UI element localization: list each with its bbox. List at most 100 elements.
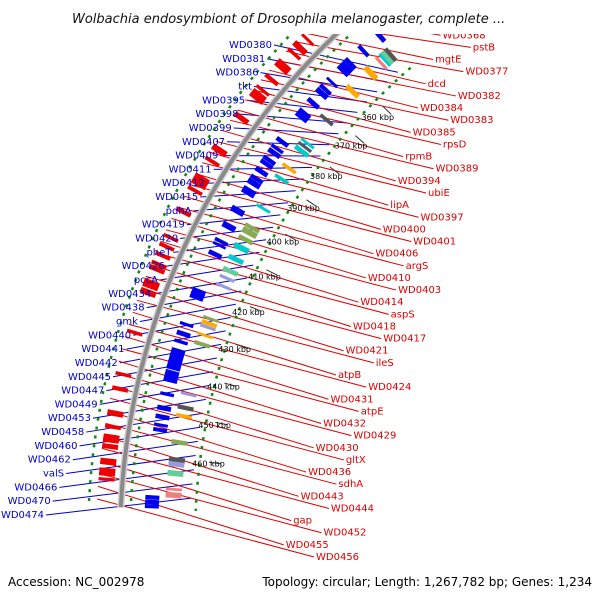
- forward-gene-arrow: [212, 240, 227, 250]
- right-gene-label: WD0401: [413, 237, 456, 248]
- kbp-tick-label: 400 kbp: [267, 238, 300, 247]
- feature-block: [177, 404, 194, 412]
- forward-gene-arrow: [314, 86, 329, 101]
- right-gene-label: pstB: [473, 42, 495, 53]
- right-gene-label: WD0368: [443, 30, 486, 41]
- right-gene-label: WD0421: [345, 346, 388, 357]
- feature-block: [168, 460, 185, 468]
- reverse-gene-arrow: [99, 457, 117, 466]
- right-leader-line: [105, 422, 337, 485]
- feature-block: [344, 83, 361, 99]
- feature-block: [255, 203, 271, 214]
- kbp-tick-label: 390 kbp: [287, 204, 320, 213]
- right-gene-label: WD0418: [353, 321, 396, 332]
- right-gene-label: gltX: [346, 455, 366, 466]
- reverse-gene-arrow: [104, 423, 122, 431]
- forward-gene-arrow: [240, 188, 255, 199]
- feature-block: [383, 47, 398, 63]
- left-gene-label: WD0442: [75, 358, 118, 369]
- forward-gene-arrow: [259, 158, 274, 170]
- left-gene-label: WD0415: [155, 192, 198, 203]
- right-leader-line: [208, 151, 389, 206]
- reverse-gene-arrow: [300, 33, 315, 47]
- kbp-tick-mark: [249, 306, 262, 312]
- right-gene-label: rpsD: [443, 139, 467, 150]
- left-gene-label: WD0419: [142, 220, 185, 231]
- feature-rings: [87, 0, 412, 511]
- left-gene-label: WD0441: [81, 344, 124, 355]
- kbp-tick-mark: [382, 105, 392, 115]
- right-leader-line: [112, 385, 314, 449]
- reverse-gene-arrow: [275, 58, 292, 74]
- left-gene-label: WD0380: [229, 40, 272, 51]
- right-gene-label: WD0452: [323, 528, 366, 539]
- forward-gene-arrow: [169, 351, 185, 361]
- reverse-gene-arrow: [126, 328, 143, 337]
- right-leader-line: [109, 397, 344, 461]
- right-leader-line: [101, 447, 330, 509]
- feature-block: [200, 319, 218, 329]
- forward-gene-arrow: [166, 364, 181, 372]
- right-gene-label: WD0455: [286, 540, 329, 551]
- forward-gene-arrow: [163, 373, 179, 382]
- left-gene-label: WD0420: [135, 234, 178, 245]
- left-gene-label: WD0399: [189, 123, 232, 134]
- right-gene-label: gap: [293, 516, 312, 527]
- left-gene-label: WD0462: [28, 455, 71, 466]
- track-ring-2: [129, 17, 369, 508]
- right-leader-line: [155, 252, 389, 315]
- right-gene-label: rpmB: [405, 152, 432, 163]
- kbp-tick-mark: [235, 343, 248, 349]
- right-gene-label: atpE: [361, 406, 384, 417]
- footer-backdrop: [0, 570, 600, 600]
- left-gene-label: WD0426: [122, 261, 165, 272]
- forward-gene-arrow: [168, 355, 184, 366]
- reverse-gene-arrow: [139, 286, 157, 298]
- right-leader-line: [182, 195, 374, 255]
- forward-gene-arrow: [155, 413, 170, 421]
- left-gene-label: WD0386: [216, 68, 259, 79]
- forward-gene-arrow: [190, 286, 207, 298]
- feature-block: [237, 233, 254, 246]
- right-gene-label: argS: [406, 261, 429, 272]
- right-gene-label: WD0383: [450, 115, 493, 126]
- left-leader-line: [260, 72, 378, 93]
- right-gene-label: WD0384: [420, 103, 463, 114]
- gene-labels: WD0380 WD0381 WD0386 tkt WD0395 WD0398 WD0399 W…: [1, 6, 523, 563]
- right-leader-line: [229, 119, 434, 170]
- left-gene-label: WD0440: [88, 330, 131, 341]
- right-gene-label: WD0382: [458, 91, 501, 102]
- feature-block: [363, 65, 379, 81]
- right-gene-label: WD0403: [398, 285, 441, 296]
- reverse-gene-arrow: [251, 87, 267, 102]
- forward-gene-arrow: [254, 165, 269, 178]
- right-leader-line: [145, 275, 382, 340]
- reverse-gene-arrow: [162, 232, 179, 243]
- kbp-tick-mark: [329, 166, 340, 175]
- forward-gene-arrow: [207, 249, 223, 260]
- forward-gene-arrow: [176, 329, 191, 339]
- forward-gene-arrow: [145, 494, 160, 501]
- feature-block: [319, 113, 334, 127]
- kbp-ticks: 360 kbp 370 kbp 380 kbp 390 kbp 400 kbp 410 k…: [192, 105, 394, 469]
- forward-gene-arrow: [144, 499, 160, 505]
- reverse-gene-arrow: [115, 371, 132, 378]
- right-leader-line: [245, 99, 442, 145]
- feature-block: [244, 222, 261, 234]
- right-leader-line: [176, 206, 404, 267]
- right-leader-line: [98, 473, 322, 534]
- forward-gene-arrow: [214, 236, 229, 247]
- right-gene-label: ubiE: [428, 188, 450, 199]
- right-gene-label: WD0443: [301, 491, 344, 502]
- left-gene-label: WD0466: [14, 482, 57, 493]
- left-gene-label: WD0409: [175, 151, 218, 162]
- kbp-tick-label: 410 kbp: [248, 272, 281, 281]
- reverse-gene-arrow: [106, 409, 124, 418]
- left-gene-label: WD0460: [34, 441, 77, 452]
- right-gene-label: WD0389: [435, 164, 478, 175]
- reverse-gene-arrow: [233, 111, 250, 125]
- right-gene-label: mgtE: [435, 55, 461, 66]
- right-gene-label: atpB: [338, 370, 361, 381]
- right-gene-label: WD0432: [323, 419, 366, 430]
